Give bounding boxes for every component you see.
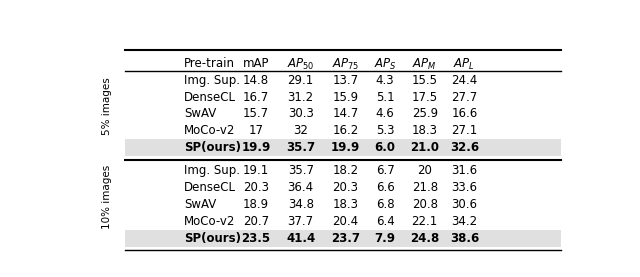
Text: 20.3: 20.3: [332, 181, 358, 194]
Text: 10% images: 10% images: [102, 165, 112, 229]
Text: 21.8: 21.8: [412, 181, 438, 194]
Text: 17.5: 17.5: [412, 91, 438, 104]
Text: 5.1: 5.1: [376, 91, 394, 104]
Text: Img. Sup.: Img. Sup.: [184, 74, 240, 87]
Text: Pre-train: Pre-train: [184, 57, 235, 70]
Text: 25.9: 25.9: [412, 107, 438, 120]
Text: 27.7: 27.7: [451, 91, 477, 104]
Text: 30.6: 30.6: [451, 198, 477, 211]
Text: 5% images: 5% images: [102, 78, 112, 135]
Text: 20.8: 20.8: [412, 198, 438, 211]
Text: 30.3: 30.3: [288, 107, 314, 120]
Text: 32: 32: [293, 124, 308, 137]
Text: 34.8: 34.8: [288, 198, 314, 211]
Text: 27.1: 27.1: [451, 124, 477, 137]
Text: 32.6: 32.6: [450, 141, 479, 154]
Bar: [125, 139, 561, 156]
Text: 31.6: 31.6: [451, 165, 477, 177]
Text: 33.6: 33.6: [451, 181, 477, 194]
Text: MoCo-v2: MoCo-v2: [184, 124, 236, 137]
Text: 23.5: 23.5: [241, 232, 271, 245]
Text: 36.4: 36.4: [287, 181, 314, 194]
Text: 37.7: 37.7: [287, 215, 314, 228]
Text: 15.7: 15.7: [243, 107, 269, 120]
Text: 16.7: 16.7: [243, 91, 269, 104]
Text: 23.7: 23.7: [331, 232, 360, 245]
Text: $AP_S$: $AP_S$: [374, 57, 396, 72]
Text: 20.7: 20.7: [243, 215, 269, 228]
Text: 15.9: 15.9: [332, 91, 358, 104]
Text: 35.7: 35.7: [286, 141, 316, 154]
Text: 29.1: 29.1: [287, 74, 314, 87]
Text: 19.1: 19.1: [243, 165, 269, 177]
Text: 24.4: 24.4: [451, 74, 477, 87]
Text: 38.6: 38.6: [450, 232, 479, 245]
Text: 20.4: 20.4: [332, 215, 358, 228]
Text: 21.0: 21.0: [410, 141, 439, 154]
Text: 6.8: 6.8: [376, 198, 394, 211]
Text: 6.0: 6.0: [374, 141, 396, 154]
Text: 24.8: 24.8: [410, 232, 439, 245]
Text: SwAV: SwAV: [184, 107, 216, 120]
Text: $AP_{50}$: $AP_{50}$: [287, 57, 314, 72]
Text: $AP_M$: $AP_M$: [412, 57, 437, 72]
Text: 34.2: 34.2: [451, 215, 477, 228]
Text: 14.8: 14.8: [243, 74, 269, 87]
Text: 6.4: 6.4: [376, 215, 394, 228]
Text: SwAV: SwAV: [184, 198, 216, 211]
Text: 20.3: 20.3: [243, 181, 269, 194]
Text: 35.7: 35.7: [288, 165, 314, 177]
Text: SP(ours): SP(ours): [184, 232, 241, 245]
Text: 13.7: 13.7: [332, 74, 358, 87]
Text: mAP: mAP: [243, 57, 269, 70]
Text: 7.9: 7.9: [374, 232, 396, 245]
Text: 31.2: 31.2: [287, 91, 314, 104]
Text: $AP_{75}$: $AP_{75}$: [332, 57, 359, 72]
Text: 18.3: 18.3: [412, 124, 438, 137]
Text: 18.2: 18.2: [332, 165, 358, 177]
Text: 15.5: 15.5: [412, 74, 438, 87]
Text: 19.9: 19.9: [241, 141, 271, 154]
Text: Img. Sup.: Img. Sup.: [184, 165, 240, 177]
Text: MoCo-v2: MoCo-v2: [184, 215, 236, 228]
Text: 6.7: 6.7: [376, 165, 394, 177]
Text: DenseCL: DenseCL: [184, 91, 236, 104]
Text: 41.4: 41.4: [286, 232, 316, 245]
Text: 16.6: 16.6: [451, 107, 477, 120]
Text: 19.9: 19.9: [331, 141, 360, 154]
Text: 4.6: 4.6: [376, 107, 394, 120]
Text: 4.3: 4.3: [376, 74, 394, 87]
Text: $AP_L$: $AP_L$: [454, 57, 476, 72]
Bar: [125, 230, 561, 247]
Text: 5.3: 5.3: [376, 124, 394, 137]
Text: 18.3: 18.3: [332, 198, 358, 211]
Text: SP(ours): SP(ours): [184, 141, 241, 154]
Text: 18.9: 18.9: [243, 198, 269, 211]
Text: 6.6: 6.6: [376, 181, 394, 194]
Text: 17: 17: [248, 124, 264, 137]
Text: 22.1: 22.1: [412, 215, 438, 228]
Text: 16.2: 16.2: [332, 124, 358, 137]
Text: DenseCL: DenseCL: [184, 181, 236, 194]
Text: 20: 20: [417, 165, 432, 177]
Text: 14.7: 14.7: [332, 107, 358, 120]
